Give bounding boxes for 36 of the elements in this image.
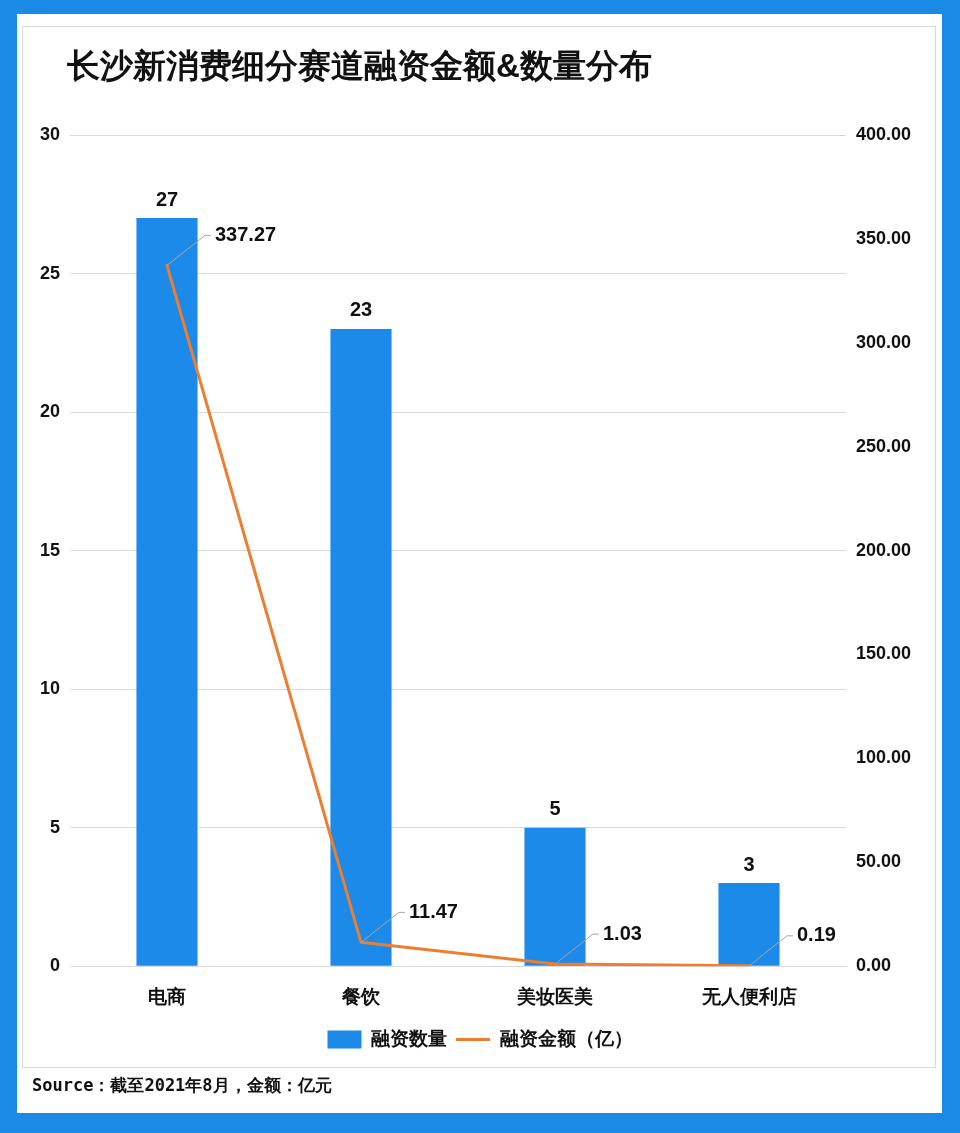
data-label: 1.03: [603, 921, 642, 944]
legend-label: 融资数量: [371, 1027, 447, 1049]
y2-tick-label: 50.00: [856, 851, 902, 872]
y2-tick-label: 250.00: [856, 435, 912, 456]
y-tick-label: 5: [49, 816, 60, 837]
data-label: 3: [743, 852, 755, 875]
bar: [330, 328, 392, 966]
bar: [524, 827, 586, 966]
source-note: Source：截至2021年8月，金额：亿元: [32, 1074, 332, 1097]
y-tick-label: 25: [39, 262, 60, 283]
bar: [718, 883, 780, 966]
y2-tick-label: 0.00: [856, 955, 892, 976]
y-tick-label: 10: [39, 678, 60, 699]
data-label: 337.27: [215, 222, 277, 245]
x-tick-label: 餐饮: [341, 985, 381, 1007]
y2-tick-label: 400.00: [856, 123, 912, 144]
data-label: 5: [549, 797, 561, 820]
y-tick-label: 20: [39, 401, 60, 422]
data-label: 27: [155, 187, 179, 210]
data-label: 0.19: [797, 923, 836, 946]
data-label: 11.47: [409, 899, 458, 922]
y2-tick-label: 200.00: [856, 539, 912, 560]
y2-tick-label: 100.00: [856, 747, 912, 768]
bar: [136, 218, 198, 966]
y2-tick-label: 150.00: [856, 643, 912, 664]
y2-tick-label: 300.00: [856, 331, 912, 352]
y2-tick-label: 350.00: [856, 227, 912, 248]
data-label: 23: [349, 298, 373, 321]
x-tick-label: 电商: [148, 985, 186, 1007]
x-tick-label: 美妆医美: [516, 985, 593, 1007]
y-tick-label: 15: [39, 539, 60, 560]
x-tick-label: 无人便利店: [700, 985, 797, 1007]
legend-label: 融资金额（亿）: [499, 1027, 633, 1049]
y-tick-label: 0: [49, 955, 60, 976]
chart-title: 长沙新消费细分赛道融资金额&数量分布: [67, 46, 652, 86]
y-tick-label: 30: [39, 123, 60, 144]
